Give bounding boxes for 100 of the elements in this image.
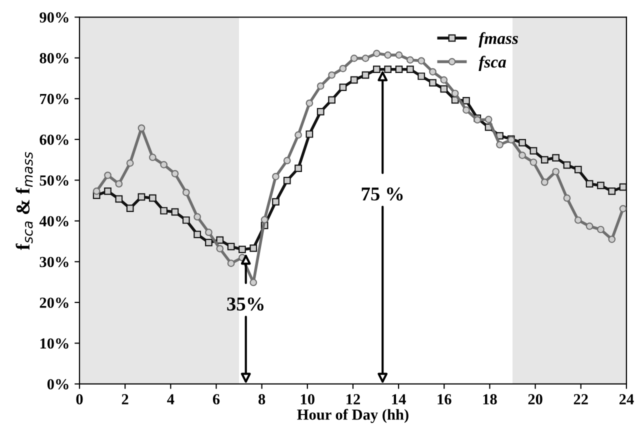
point	[462, 106, 470, 114]
annotation: 75 %	[362, 187, 403, 201]
point	[104, 188, 112, 195]
point	[619, 205, 626, 212]
point	[418, 57, 426, 64]
y-tick-label: 60%	[40, 134, 68, 145]
point	[115, 180, 123, 188]
point	[518, 152, 526, 159]
y-tick-label: 50%	[40, 175, 68, 186]
point	[462, 97, 470, 104]
point	[126, 159, 134, 167]
point	[406, 56, 414, 64]
point	[350, 54, 358, 62]
point	[362, 54, 370, 62]
point	[216, 244, 224, 252]
point	[328, 96, 336, 104]
point	[306, 130, 314, 138]
point	[115, 195, 123, 203]
point	[260, 216, 268, 224]
x-tick-label: 6	[212, 394, 220, 404]
x-tick-label: 8	[258, 394, 266, 404]
point	[171, 208, 179, 216]
x-tick-label: 22	[574, 394, 588, 404]
point	[384, 66, 392, 74]
point	[283, 156, 291, 164]
point	[484, 116, 492, 124]
point	[294, 131, 302, 139]
y-tick-label: 40%	[39, 216, 68, 226]
point	[530, 147, 538, 155]
point	[563, 194, 571, 202]
y-tick-label: 80%	[40, 53, 68, 64]
x-tick-label: 12	[346, 394, 360, 404]
point	[362, 71, 370, 79]
point	[350, 76, 358, 84]
point	[104, 172, 112, 179]
x-tick-label: 16	[438, 394, 452, 404]
x-tick-label: 14	[392, 394, 406, 404]
point	[429, 79, 436, 86]
x-tick-label: 4	[167, 394, 174, 404]
point	[429, 68, 436, 76]
point	[586, 180, 594, 188]
point	[227, 242, 235, 250]
point	[563, 161, 571, 169]
y-axis-title: f$_{sca}$ & f$_{mass}$	[16, 152, 33, 250]
point	[250, 278, 258, 286]
point	[339, 64, 347, 72]
point	[283, 176, 291, 184]
point	[540, 178, 548, 186]
point	[608, 236, 616, 243]
legend-label: fsca	[478, 56, 506, 72]
x-tick-label: 2	[122, 394, 128, 404]
x-tick-label: 24	[619, 394, 634, 404]
point	[496, 141, 504, 148]
y-tick-label: 10%	[40, 338, 68, 349]
y-tick-label: 0%	[47, 379, 68, 390]
point	[418, 72, 426, 80]
point	[316, 108, 324, 116]
point	[552, 154, 560, 162]
point	[160, 207, 168, 214]
point	[171, 170, 179, 178]
legend-label: fmass	[478, 32, 518, 48]
point	[373, 50, 380, 58]
point	[518, 139, 526, 146]
point	[586, 222, 594, 230]
point	[216, 236, 224, 244]
x-tick-label: 0	[76, 394, 83, 404]
point	[597, 226, 604, 234]
point	[194, 230, 202, 238]
point	[530, 158, 538, 166]
point	[194, 213, 202, 221]
point	[205, 238, 212, 246]
point	[597, 182, 604, 190]
point	[294, 164, 302, 172]
point	[272, 172, 280, 180]
point	[182, 188, 190, 196]
x-tick-label: 10	[300, 394, 314, 404]
y-tick-label: 20%	[40, 298, 68, 308]
y-tick-label: 30%	[40, 256, 68, 268]
point	[373, 66, 380, 74]
point	[250, 244, 258, 252]
point	[384, 51, 392, 59]
point	[574, 166, 582, 174]
x-axis-title: Hour of Day (hh)	[297, 408, 408, 423]
point	[205, 228, 212, 236]
point	[339, 84, 347, 91]
x-tick-label: 18	[483, 394, 497, 404]
point	[227, 260, 235, 267]
point	[316, 82, 324, 90]
point	[148, 194, 156, 202]
point	[160, 161, 168, 168]
y-tick-label: 70%	[40, 94, 68, 104]
point	[440, 85, 448, 93]
point	[395, 66, 403, 74]
point	[238, 246, 246, 254]
point	[451, 90, 459, 98]
point	[148, 154, 156, 162]
point	[395, 51, 403, 59]
point	[540, 156, 548, 164]
point	[406, 66, 414, 74]
point	[552, 168, 560, 176]
